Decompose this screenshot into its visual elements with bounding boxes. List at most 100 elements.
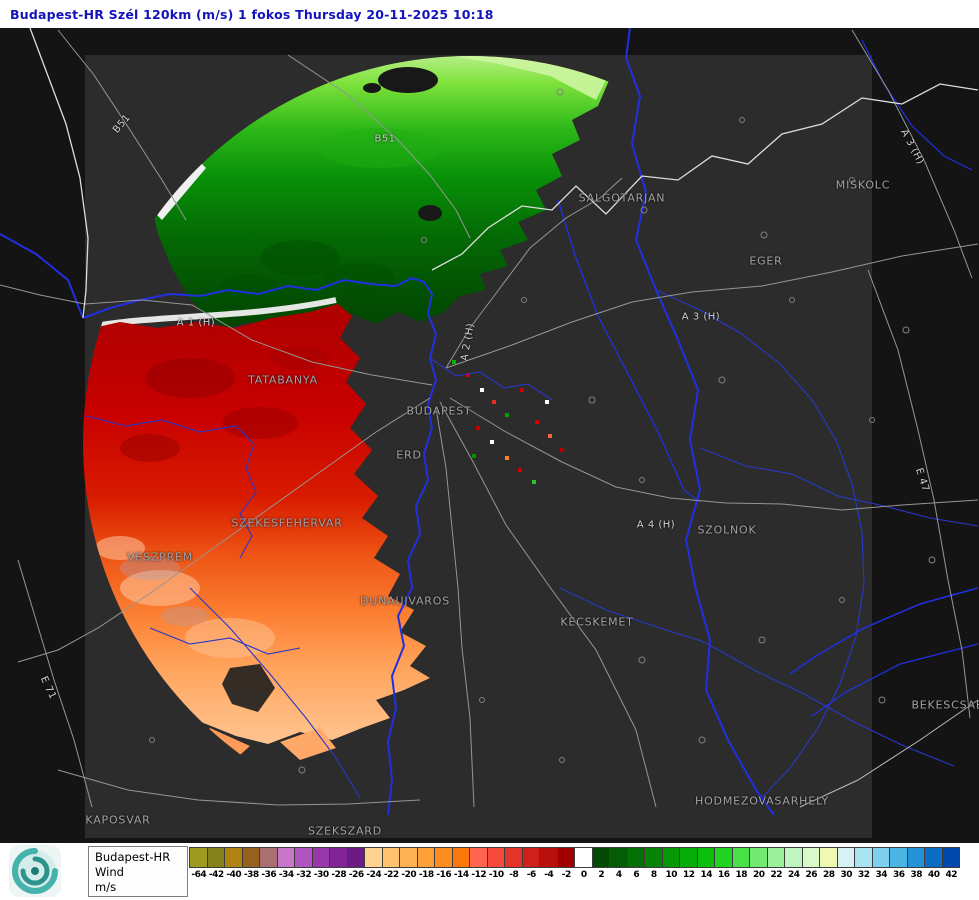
legend-step: 16 bbox=[714, 847, 733, 880]
legend-value-label: -12 bbox=[471, 870, 487, 880]
legend-color-swatch bbox=[539, 847, 558, 868]
legend-value-label: 16 bbox=[717, 870, 730, 880]
legend-color-swatch bbox=[784, 847, 803, 868]
legend-value-label: -10 bbox=[488, 870, 504, 880]
legend-step: 40 bbox=[924, 847, 943, 880]
legend-step: 32 bbox=[854, 847, 873, 880]
legend-color-swatch bbox=[889, 847, 908, 868]
legend-value-label: -40 bbox=[226, 870, 242, 880]
legend-value-label: -38 bbox=[243, 870, 259, 880]
legend-value-label: -36 bbox=[261, 870, 277, 880]
legend-step: 0 bbox=[574, 847, 593, 880]
legend-color-swatch bbox=[224, 847, 243, 868]
legend-value-label: 24 bbox=[787, 870, 800, 880]
legend-step: -4 bbox=[539, 847, 558, 880]
legend-value-label: -14 bbox=[453, 870, 469, 880]
legend-value-label: 38 bbox=[910, 870, 923, 880]
legend-color-swatch bbox=[644, 847, 663, 868]
legend-step: -22 bbox=[381, 847, 400, 880]
legend-value-label: -24 bbox=[366, 870, 382, 880]
legend-step: 10 bbox=[661, 847, 680, 880]
legend-value-label: -6 bbox=[526, 870, 536, 880]
legend-step: 2 bbox=[591, 847, 610, 880]
legend-step: -24 bbox=[364, 847, 383, 880]
legend-step: 36 bbox=[889, 847, 908, 880]
legend-color-swatch bbox=[626, 847, 645, 868]
legend-step: 12 bbox=[679, 847, 698, 880]
legend-step: -26 bbox=[346, 847, 365, 880]
legend-value-label: -42 bbox=[208, 870, 224, 880]
legend-step: 42 bbox=[941, 847, 960, 880]
legend-value-label: 22 bbox=[770, 870, 783, 880]
legend-step: 30 bbox=[836, 847, 855, 880]
country-border bbox=[29, 28, 979, 319]
legend-value-label: -34 bbox=[278, 870, 294, 880]
legend-step: -64 bbox=[189, 847, 208, 880]
legend-color-swatch bbox=[696, 847, 715, 868]
legend-step: 14 bbox=[696, 847, 715, 880]
legend-color-swatch bbox=[556, 847, 575, 868]
legend-step: 26 bbox=[801, 847, 820, 880]
legend-color-swatch bbox=[486, 847, 505, 868]
legend-value-label: -2 bbox=[561, 870, 571, 880]
legend-step: -18 bbox=[416, 847, 435, 880]
legend-color-swatch bbox=[819, 847, 838, 868]
legend-value-label: -22 bbox=[383, 870, 399, 880]
legend-color-swatch bbox=[311, 847, 330, 868]
legend-step: 28 bbox=[819, 847, 838, 880]
legend-value-label: 4 bbox=[615, 870, 622, 880]
legend-value-label: -30 bbox=[313, 870, 329, 880]
legend-step: -32 bbox=[294, 847, 313, 880]
legend-step: -34 bbox=[276, 847, 295, 880]
legend-value-label: 8 bbox=[650, 870, 657, 880]
legend-step: 34 bbox=[871, 847, 890, 880]
legend-color-swatch bbox=[714, 847, 733, 868]
legend-value-label: -16 bbox=[436, 870, 452, 880]
legend-color-swatch bbox=[574, 847, 593, 868]
legend-color-swatch bbox=[399, 847, 418, 868]
scattered-echo-pixels bbox=[452, 360, 564, 484]
legend-value-label: -18 bbox=[418, 870, 434, 880]
settlement-marks bbox=[149, 88, 936, 774]
legend-value-label: 34 bbox=[875, 870, 888, 880]
legend-step: -6 bbox=[521, 847, 540, 880]
legend-color-swatch bbox=[609, 847, 628, 868]
roads bbox=[0, 29, 979, 808]
legend-color-swatch bbox=[591, 847, 610, 868]
legend-step: 24 bbox=[784, 847, 803, 880]
legend-step: -2 bbox=[556, 847, 575, 880]
legend-step: -40 bbox=[224, 847, 243, 880]
legend-value-label: 30 bbox=[840, 870, 853, 880]
legend-step: 38 bbox=[906, 847, 925, 880]
legend-value-label: -20 bbox=[401, 870, 417, 880]
legend-step: -28 bbox=[329, 847, 348, 880]
rivers bbox=[0, 28, 979, 816]
legend-step: 20 bbox=[749, 847, 768, 880]
legend-value-label: 2 bbox=[598, 870, 605, 880]
page-title: Budapest-HR Szél 120km (m/s) 1 fokos Thu… bbox=[10, 6, 494, 22]
legend-step: -30 bbox=[311, 847, 330, 880]
legend-color-swatch bbox=[469, 847, 488, 868]
legend-value-label: -28 bbox=[331, 870, 347, 880]
legend-quantity: Wind bbox=[95, 865, 124, 880]
legend-step: 6 bbox=[626, 847, 645, 880]
legend-color-swatch bbox=[906, 847, 925, 868]
legend-value-label: -4 bbox=[544, 870, 554, 880]
legend-step: 22 bbox=[766, 847, 785, 880]
legend-step: -12 bbox=[469, 847, 488, 880]
color-scale: -64 -42 -40 -38 -36 -34 -32 -30 -28 -26 -24 -22 -20-… bbox=[189, 847, 960, 880]
legend-color-swatch bbox=[521, 847, 540, 868]
legend-step: -38 bbox=[241, 847, 260, 880]
radar-map-canvas bbox=[0, 28, 979, 843]
legend-info-box: Budapest-HR Wind m/s bbox=[88, 846, 188, 897]
legend-color-swatch bbox=[504, 847, 523, 868]
legend-value-label: 40 bbox=[927, 870, 940, 880]
legend-value-label: 20 bbox=[752, 870, 765, 880]
legend-step: -42 bbox=[206, 847, 225, 880]
legend-step: -20 bbox=[399, 847, 418, 880]
legend-color-swatch bbox=[364, 847, 383, 868]
legend-color-swatch bbox=[731, 847, 750, 868]
legend-value-label: 6 bbox=[633, 870, 640, 880]
legend-value-label: -26 bbox=[348, 870, 364, 880]
legend-bar: Budapest-HR Wind m/s -64 -42 -40 -38 -36 -34-… bbox=[0, 843, 979, 900]
